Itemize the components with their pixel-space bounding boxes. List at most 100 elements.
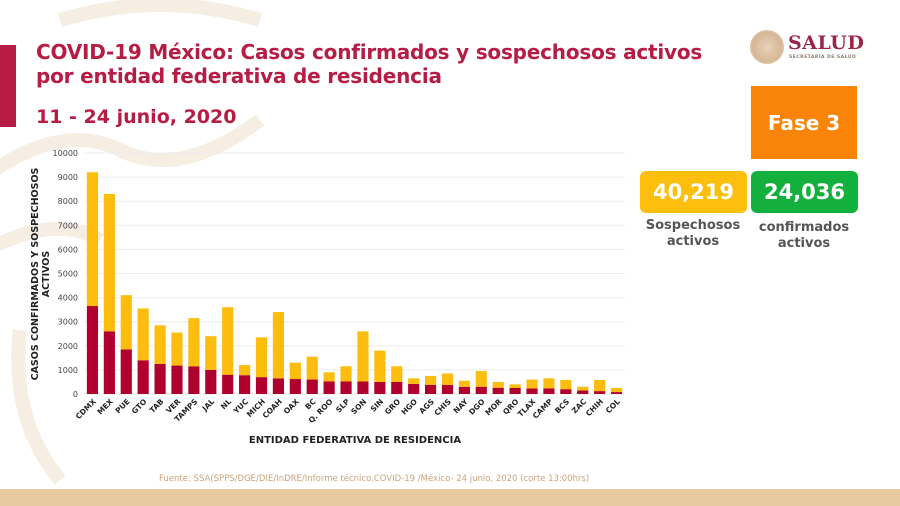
bar-confirmed-qroo bbox=[323, 381, 335, 394]
bars bbox=[86, 172, 623, 394]
bar-suspected-jal bbox=[205, 336, 217, 370]
bar-suspected-mich bbox=[255, 337, 268, 378]
bar-confirmed-bc bbox=[306, 379, 318, 394]
bar-confirmed-bcs bbox=[560, 389, 572, 394]
x-tick-label: CAMP bbox=[531, 397, 555, 421]
bar-suspected-camp bbox=[543, 378, 555, 389]
suspected-label: Sospechosos activos bbox=[645, 218, 741, 249]
bar-suspected-gto bbox=[137, 308, 149, 361]
bar-confirmed-yuc bbox=[239, 375, 251, 394]
bar-confirmed-jal bbox=[205, 369, 217, 394]
x-tick-label: CHIS bbox=[432, 397, 452, 417]
bar-confirmed-coah bbox=[272, 378, 285, 394]
bar-confirmed-cdmx bbox=[86, 306, 99, 394]
bar-confirmed-camp bbox=[543, 388, 555, 394]
y-tick-label: 10000 bbox=[53, 149, 78, 158]
salud-logo: SALUD SECRETARÍA DE SALUD bbox=[750, 30, 870, 66]
bar-suspected-zac bbox=[577, 386, 589, 391]
bar-confirmed-gro bbox=[391, 381, 403, 394]
footer-band bbox=[0, 489, 900, 506]
x-tick-label: BCS bbox=[553, 397, 571, 415]
bar-suspected-gro bbox=[391, 366, 403, 382]
bar-confirmed-gto bbox=[137, 360, 149, 394]
phase-badge: Fase 3 bbox=[751, 86, 857, 159]
bar-suspected-ver bbox=[171, 332, 183, 366]
bar-suspected-tab bbox=[154, 325, 166, 364]
y-tick-label: 6000 bbox=[58, 245, 78, 254]
x-tick-label: COL bbox=[604, 397, 622, 415]
bar-confirmed-chih bbox=[594, 391, 606, 394]
accent-bar bbox=[0, 45, 16, 127]
bar-confirmed-nay bbox=[458, 386, 470, 394]
bar-confirmed-qro bbox=[509, 387, 521, 394]
y-tick-label: 0 bbox=[73, 390, 78, 399]
bar-confirmed-son bbox=[357, 381, 369, 394]
bar-suspected-dgo bbox=[475, 371, 487, 387]
x-tick-label: PUE bbox=[113, 397, 131, 415]
y-tick-label: 4000 bbox=[58, 294, 78, 303]
bar-suspected-qro bbox=[509, 384, 521, 388]
bar-suspected-qroo bbox=[323, 372, 335, 382]
bar-confirmed-slp bbox=[340, 381, 352, 394]
bar-confirmed-ags bbox=[424, 384, 437, 394]
bar-confirmed-dgo bbox=[475, 386, 487, 394]
bar-suspected-mex bbox=[103, 193, 115, 332]
y-tick-label: 2000 bbox=[58, 342, 78, 351]
bar-confirmed-mex bbox=[103, 331, 115, 394]
bar-confirmed-pue bbox=[120, 349, 132, 394]
bar-suspected-bc bbox=[306, 356, 318, 380]
x-tick-label: HGO bbox=[399, 397, 419, 417]
bar-suspected-cdmx bbox=[86, 172, 99, 307]
logo-subtitle: SECRETARÍA DE SALUD bbox=[789, 55, 857, 60]
bar-suspected-tlax bbox=[526, 379, 538, 389]
bar-confirmed-oax bbox=[289, 379, 301, 394]
x-tick-label: DGO bbox=[467, 397, 487, 417]
page-title: COVID-19 México: Casos confirmados y sos… bbox=[36, 40, 703, 88]
bar-confirmed-nl bbox=[222, 374, 234, 394]
bar-suspected-hgo bbox=[408, 378, 420, 384]
bar-confirmed-chis bbox=[441, 384, 454, 394]
bar-suspected-nl bbox=[222, 307, 234, 375]
bar-suspected-sin bbox=[374, 350, 386, 382]
y-tick-label: 9000 bbox=[58, 173, 78, 182]
suspected-count: 40,219 bbox=[640, 171, 747, 213]
confirmed-label: confirmados activos bbox=[758, 220, 850, 251]
bar-suspected-chih bbox=[594, 380, 606, 392]
bar-suspected-son bbox=[357, 331, 369, 382]
confirmed-count: 24,036 bbox=[751, 171, 858, 213]
bar-suspected-slp bbox=[340, 366, 352, 382]
date-range: 11 - 24 junio, 2020 bbox=[36, 106, 237, 128]
y-axis-label: CASOS CONFIRMADOS Y SOSPECHOSOS bbox=[30, 167, 41, 380]
bar-suspected-yuc bbox=[239, 365, 251, 376]
y-axis-label-line2: ACTIVOS bbox=[41, 251, 52, 298]
bar-suspected-col bbox=[610, 387, 623, 393]
bar-confirmed-mich bbox=[255, 377, 268, 394]
y-tick-label: 5000 bbox=[58, 270, 78, 279]
x-tick-label: GRO bbox=[383, 397, 402, 416]
x-tick-label: SLP bbox=[334, 397, 352, 415]
x-tick-label: COAH bbox=[261, 397, 284, 420]
bar-confirmed-col bbox=[610, 392, 623, 394]
bar-confirmed-tlax bbox=[526, 388, 538, 394]
y-tick-label: 7000 bbox=[58, 221, 78, 230]
y-tick-label: 3000 bbox=[58, 318, 78, 327]
y-tick-label: 8000 bbox=[58, 197, 78, 206]
bar-confirmed-tab bbox=[154, 363, 166, 394]
logo-name: SALUD bbox=[788, 32, 865, 54]
bar-confirmed-ver bbox=[171, 365, 183, 394]
bar-confirmed-tamps bbox=[188, 366, 200, 394]
x-tick-label: JAL bbox=[200, 397, 217, 414]
x-tick-label: TAB bbox=[148, 397, 166, 415]
bar-suspected-tamps bbox=[188, 318, 200, 367]
x-tick-label: CDMX bbox=[74, 397, 98, 421]
x-tick-label: NAY bbox=[452, 397, 471, 416]
bar-suspected-mor bbox=[492, 381, 504, 388]
bar-suspected-pue bbox=[120, 295, 132, 350]
bar-suspected-bcs bbox=[560, 380, 572, 390]
bar-suspected-nay bbox=[458, 380, 470, 387]
stacked-bar-chart: 0 1000 2000 3000 4000 5000 6000 7000 8000 9000 100… bbox=[30, 149, 625, 446]
x-tick-label: GTO bbox=[130, 397, 149, 416]
bar-suspected-chis bbox=[441, 373, 454, 385]
bar-confirmed-zac bbox=[577, 390, 589, 394]
